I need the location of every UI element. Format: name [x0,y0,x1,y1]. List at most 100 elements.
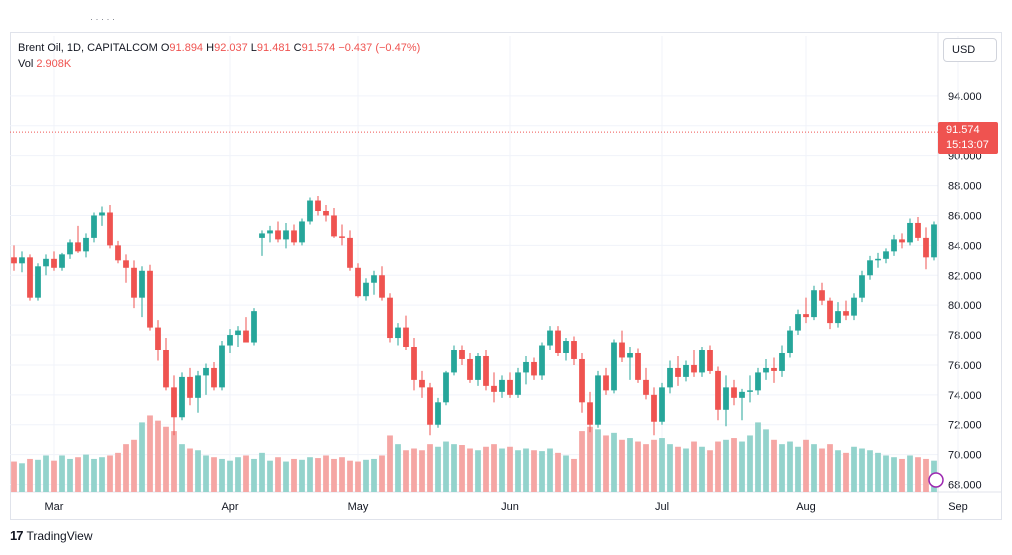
volume-bar [491,444,497,492]
candle-body [587,402,593,425]
candle-body [739,391,745,398]
volume-bar [339,457,345,492]
volume-bar [387,435,393,492]
candle-body [763,367,769,373]
candle-body [283,230,289,240]
volume-bar [851,446,857,492]
candle-body [779,352,785,371]
y-tick-label: 72.000 [948,420,982,432]
candle-body [11,257,17,264]
volume-bar [51,460,57,492]
tradingview-logo[interactable]: 17 TradingView [10,528,93,543]
legend-vol-label: Vol [18,58,34,70]
volume-bar [211,457,217,492]
volume-bar [723,439,729,492]
candle-body [507,379,513,395]
volume-bar [883,455,889,492]
candle-body [355,267,361,297]
legend-high-label: H [206,42,215,54]
volume-bar [611,432,617,492]
volume-bar [859,448,865,492]
candle-body [347,237,353,268]
candle-body [595,375,601,425]
candle-body [915,222,921,238]
y-tick-label: 80.000 [948,300,982,312]
candle-body [907,222,913,243]
volume-bar [363,459,369,492]
volume-bar [139,422,145,492]
volume-bar [907,455,913,492]
candle-body [107,212,113,246]
candle-body [235,330,241,336]
candle-body [675,367,681,377]
candle-body [499,379,505,392]
volume-bar [539,451,545,492]
volume-bar [619,439,625,492]
volume-bar [227,460,233,492]
volume-bar [35,459,41,492]
volume-bar [379,455,385,492]
volume-bar [523,448,529,492]
candle-body [659,387,665,422]
candle-body [371,275,377,283]
candle-body [43,258,49,267]
x-tick-label: Aug [796,501,816,513]
candle-body [651,394,657,422]
candle-body [163,350,169,388]
candle-body [811,290,817,318]
volume-bar [331,458,337,492]
candle-body [683,364,689,377]
volume-bar [171,431,177,492]
volume-bar [699,446,705,492]
legend-open-label: O [160,42,170,54]
volume-bar [603,435,609,492]
volume-bar [483,446,489,492]
volume-bar [867,450,873,492]
volume-bar [67,458,73,492]
volume-bar [355,461,361,492]
volume-bar [587,426,593,492]
legend-change: −0.437 (−0.47%) [338,42,421,54]
volume-bar [875,452,881,492]
candle-body [883,251,889,259]
candle-body [691,364,697,373]
candle-body [819,290,825,301]
x-tick-label: Jun [501,501,519,513]
legend-open-value: 91.894 [169,42,204,54]
candle-body [443,372,449,403]
volume-bar [475,450,481,492]
volume-bar [547,448,553,492]
candle-body [835,311,841,324]
legend-close-label: C [293,42,302,54]
y-tick-label: 68.000 [948,480,982,492]
candle-body [267,230,273,234]
candle-body [323,210,329,216]
candle-body [579,358,585,403]
candle-body [555,330,561,353]
candle-body [667,367,673,388]
volume-bar [371,458,377,492]
volume-bar [651,439,657,492]
currency-button[interactable]: USD [943,38,997,62]
candle-body [179,376,185,418]
volume-bar [779,444,785,492]
volume-bar [179,444,185,492]
candle-body [539,345,545,376]
volume-bar [275,457,281,492]
candle-body [627,352,633,358]
volume-bar [19,463,25,492]
volume-bar [27,458,33,492]
legend-symbol: Brent Oil, 1D, CAPITALCOM [18,42,158,54]
volume-bar [403,450,409,492]
volume-bar [131,439,137,492]
candle-body [547,330,553,346]
candle-body [27,257,33,298]
volume-bar [107,455,113,492]
volume-bar [795,446,801,492]
volume-bar [563,455,569,492]
candle-body [699,350,705,373]
volume-bar [659,438,665,492]
candle-body [67,242,73,255]
volume-bar [507,446,513,492]
